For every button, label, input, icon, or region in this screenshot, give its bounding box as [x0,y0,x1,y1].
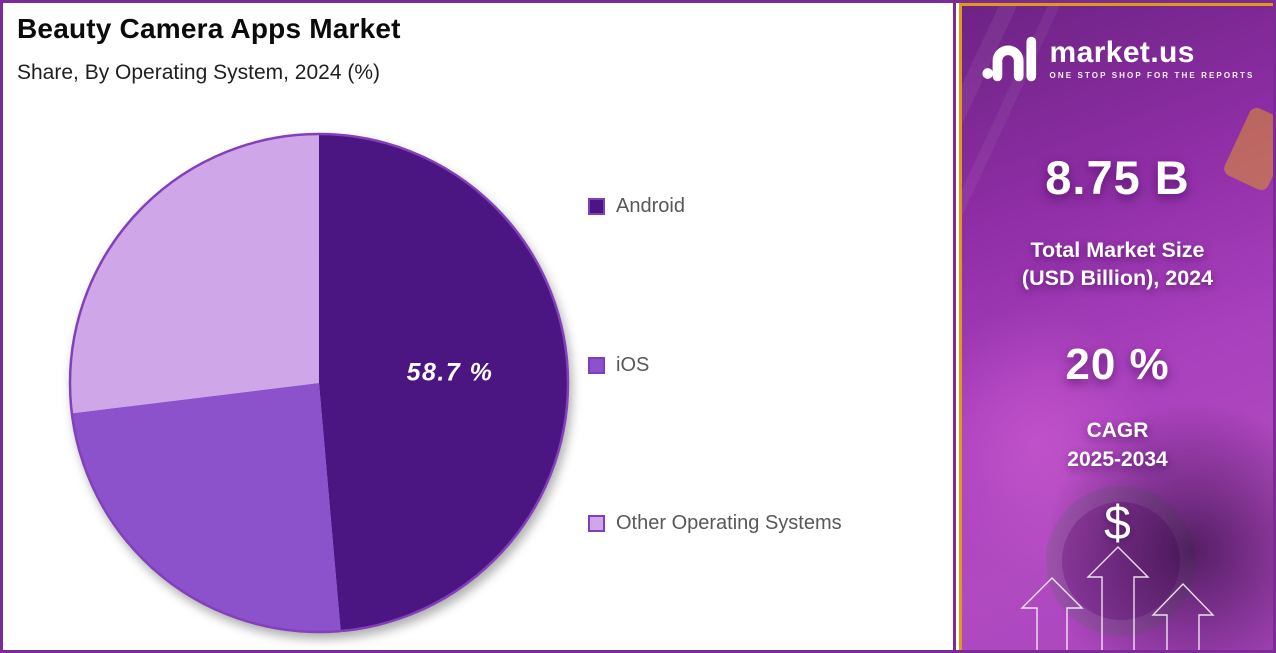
pie-chart: 58.7 % [67,131,571,635]
stat-market-size-label-line2: (USD Billion), 2024 [1021,266,1214,290]
legend-swatch-android [588,198,605,215]
legend-label-ios: iOS [616,353,650,376]
legend-label-other-operating-systems: Other Operating Systems [616,512,842,534]
legend-swatch-other-operating-systems [588,515,605,532]
pie-slice-ios [71,383,341,632]
legend-item-ios: iOS [588,354,649,377]
brand-logo: market.us ONE STOP SHOP FOR THE REPORTS [962,34,1273,84]
marketus-logo-icon [981,36,1036,82]
chart-panel: Beauty Camera Apps Market Share, By Oper… [3,3,953,650]
pie-outline [68,132,570,634]
stat-cagr-label-line1: CAGR [1086,419,1149,442]
growth-arrows-icon [1020,546,1215,650]
pie-chart-svg [68,132,570,634]
legend-item-android: Android [588,195,685,218]
brand-tagline: ONE STOP SHOP FOR THE REPORTS [1049,71,1255,80]
background-streaks [962,6,1273,650]
dollar-icon: $ [1104,497,1131,550]
brand-name: market.us [1049,36,1195,69]
stat-market-size-label: Total Market Size (USD Billion), 2024 [962,236,1273,292]
stat-cagr-value: 20 % [1065,340,1170,389]
sidebar-background-decor [962,6,1273,650]
stat-cagr-label-line2: 2025-2034 [1067,448,1168,471]
chart-subtitle: Share, By Operating System, 2024 (%) [17,61,380,84]
pie-data-label-android: 58.7 % [406,358,494,387]
sidebar: market.us ONE STOP SHOP FOR THE REPORTS … [959,3,1273,650]
chart-title: Beauty Camera Apps Market [17,13,401,44]
legend-label-android: Android [616,195,685,217]
legend-item-other-operating-systems: Other Operating Systems [588,512,842,535]
pie-legend: Android iOS Other Operating Systems [588,3,948,650]
pie-slice-other-operating-systems [70,134,319,414]
stat-market-size-value: 8.75 B [1045,151,1190,204]
brand-text: market.us ONE STOP SHOP FOR THE REPORTS [1049,36,1255,81]
stat-cagr-label: CAGR 2025-2034 [962,416,1273,474]
legend-swatch-ios [588,356,605,374]
stat-market-size-label-line1: Total Market Size [1030,238,1205,262]
panel-divider [953,3,956,650]
pie-slice-android [319,134,568,632]
